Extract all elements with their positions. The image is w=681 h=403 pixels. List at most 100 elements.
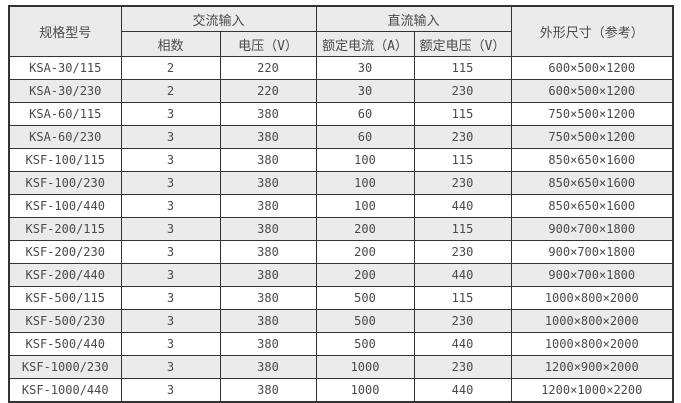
cell-dc-voltage: 440 [413,332,512,356]
cell-ac-voltage: 380 [219,355,317,379]
cell-dc-current: 200 [315,217,415,241]
cell-dimensions: 1200×1000×2200 [510,378,674,403]
header-phase: 相数 [120,31,221,57]
cell-ac-voltage: 380 [219,102,317,126]
cell-dc-current: 1000 [315,355,415,379]
cell-model: KSF-200/115 [8,217,122,241]
cell-model: KSA-60/115 [8,102,122,126]
cell-phase: 3 [120,125,221,149]
cell-phase: 3 [120,240,221,264]
table-row: KSF-200/230 3 380 200 230 900×700×1800 [8,240,674,264]
cell-dc-current: 60 [315,125,415,149]
cell-ac-voltage: 380 [219,309,317,333]
cell-model: KSF-500/230 [8,309,122,333]
cell-dc-voltage: 230 [413,171,512,195]
cell-dc-voltage: 115 [413,217,512,241]
cell-phase: 3 [120,309,221,333]
cell-dc-voltage: 230 [413,125,512,149]
cell-dc-current: 1000 [315,378,415,403]
cell-dc-voltage: 440 [413,378,512,403]
cell-ac-voltage: 380 [219,217,317,241]
cell-phase: 3 [120,332,221,356]
cell-ac-voltage: 380 [219,125,317,149]
header-dimensions: 外形尺寸（参考） [510,5,674,57]
cell-dimensions: 900×700×1800 [510,240,674,264]
cell-dimensions: 900×700×1800 [510,217,674,241]
cell-dimensions: 600×500×1200 [510,56,674,80]
cell-model: KSF-1000/230 [8,355,122,379]
cell-dc-voltage: 440 [413,263,512,287]
header-group-dc-input: 直流输入 [315,5,512,32]
cell-dc-voltage: 115 [413,102,512,126]
header-dc-voltage: 额定电压（V） [413,31,512,57]
cell-model: KSF-200/230 [8,240,122,264]
cell-dc-current: 200 [315,240,415,264]
cell-model: KSF-100/440 [8,194,122,218]
cell-dc-current: 100 [315,148,415,172]
table-row: KSF-200/115 3 380 200 115 900×700×1800 [8,217,674,241]
table-row: KSA-30/230 2 220 30 230 600×500×1200 [8,79,674,103]
cell-model: KSA-30/115 [8,56,122,80]
cell-model: KSF-1000/440 [8,378,122,403]
cell-ac-voltage: 220 [219,79,317,103]
cell-ac-voltage: 380 [219,286,317,310]
cell-dc-voltage: 230 [413,355,512,379]
cell-dc-voltage: 115 [413,56,512,80]
table-row: KSF-500/230 3 380 500 230 1000×800×2000 [8,309,674,333]
cell-ac-voltage: 380 [219,332,317,356]
header-row-columns: 相数 电压（V） 额定电流（A） 额定电压（V） [9,31,673,57]
cell-phase: 3 [120,355,221,379]
cell-dc-current: 500 [315,309,415,333]
cell-dimensions: 850×650×1600 [510,171,674,195]
cell-dimensions: 1200×900×2000 [510,355,674,379]
cell-dc-voltage: 230 [413,309,512,333]
cell-dc-voltage: 115 [413,286,512,310]
cell-phase: 3 [120,171,221,195]
cell-dc-voltage: 115 [413,148,512,172]
cell-dimensions: 750×500×1200 [510,125,674,149]
cell-dc-current: 500 [315,332,415,356]
table-row: KSF-200/440 3 380 200 440 900×700×1800 [8,263,674,287]
header-row-groups: 规格型号 交流输入 直流输入 外形尺寸（参考） [8,5,674,57]
cell-ac-voltage: 380 [219,148,317,172]
cell-phase: 2 [120,56,221,80]
cell-dc-current: 30 [315,56,415,80]
cell-phase: 3 [120,148,221,172]
cell-dimensions: 1000×800×2000 [510,286,674,310]
table-row: KSA-30/115 2 220 30 115 600×500×1200 [8,56,674,80]
cell-phase: 3 [120,263,221,287]
table-row: KSF-1000/230 3 380 1000 230 1200×900×2000 [8,355,674,379]
table-row: KSF-100/440 3 380 100 440 850×650×1600 [8,194,674,218]
cell-model: KSF-100/230 [8,171,122,195]
cell-phase: 3 [120,378,221,403]
cell-ac-voltage: 380 [219,378,317,403]
cell-model: KSF-200/440 [8,263,122,287]
cell-ac-voltage: 380 [219,194,317,218]
cell-phase: 3 [120,194,221,218]
table-row: KSA-60/230 3 380 60 230 750×500×1200 [8,125,674,149]
table-row: KSA-60/115 3 380 60 115 750×500×1200 [8,102,674,126]
header-model: 规格型号 [8,5,122,57]
cell-model: KSA-30/230 [8,79,122,103]
cell-ac-voltage: 220 [219,56,317,80]
cell-dimensions: 850×650×1600 [510,148,674,172]
cell-dimensions: 1000×800×2000 [510,309,674,333]
cell-ac-voltage: 380 [219,263,317,287]
cell-dc-voltage: 440 [413,194,512,218]
cell-phase: 3 [120,286,221,310]
cell-dimensions: 1000×800×2000 [510,332,674,356]
cell-dimensions: 750×500×1200 [510,102,674,126]
cell-dc-current: 100 [315,171,415,195]
cell-dc-current: 500 [315,286,415,310]
spec-table: 规格型号 交流输入 直流输入 外形尺寸（参考） 相数 电压（V） 额定电流（A）… [8,5,675,403]
cell-phase: 2 [120,79,221,103]
cell-dimensions: 850×650×1600 [510,194,674,218]
table-body: KSA-30/115 2 220 30 115 600×500×1200 KSA-30/23… [8,56,674,403]
header-ac-voltage: 电压（V） [219,31,317,57]
cell-dc-voltage: 230 [413,240,512,264]
table-row: KSF-500/440 3 380 500 440 1000×800×2000 [8,332,674,356]
cell-phase: 3 [120,102,221,126]
cell-dc-current: 200 [315,263,415,287]
cell-model: KSF-100/115 [8,148,122,172]
